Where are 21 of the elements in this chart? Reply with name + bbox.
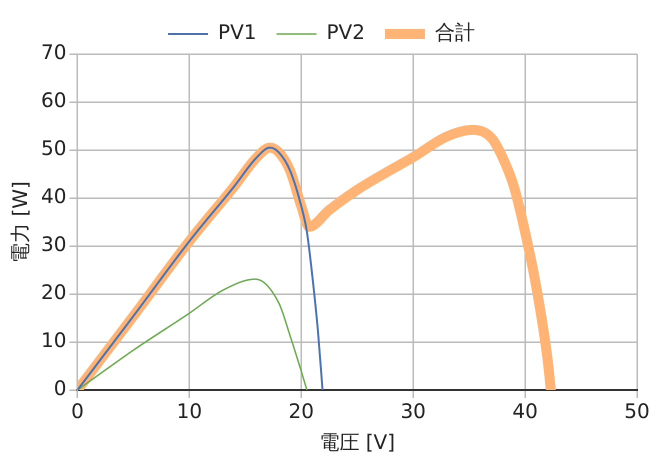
x-tick-label: 20: [288, 399, 314, 424]
y-tick-label: 70: [40, 40, 66, 64]
x-tick-label: 30: [400, 399, 426, 424]
x-tick-label: 10: [176, 399, 202, 424]
y-axis-title: 電力 [W]: [8, 181, 32, 263]
y-tick-label: 20: [40, 280, 66, 304]
y-tick-label: 40: [40, 184, 66, 208]
y-tick-label: 50: [40, 136, 66, 160]
x-tick-label: 40: [512, 399, 538, 424]
line-series: [77, 146, 324, 390]
x-axis-title: 電圧 [V]: [319, 430, 396, 454]
y-tick-label: 30: [40, 232, 66, 256]
legend-label: PV1: [218, 20, 256, 44]
y-tick-label: 10: [40, 328, 66, 352]
y-tick-label: 60: [40, 88, 66, 112]
legend-label: PV2: [326, 20, 365, 44]
x-tick-label: 50: [624, 399, 650, 424]
y-tick-label: 0: [54, 376, 66, 400]
line-series: [77, 278, 308, 390]
legend-label: 合計: [434, 20, 475, 44]
x-tick-label: 0: [71, 399, 84, 424]
